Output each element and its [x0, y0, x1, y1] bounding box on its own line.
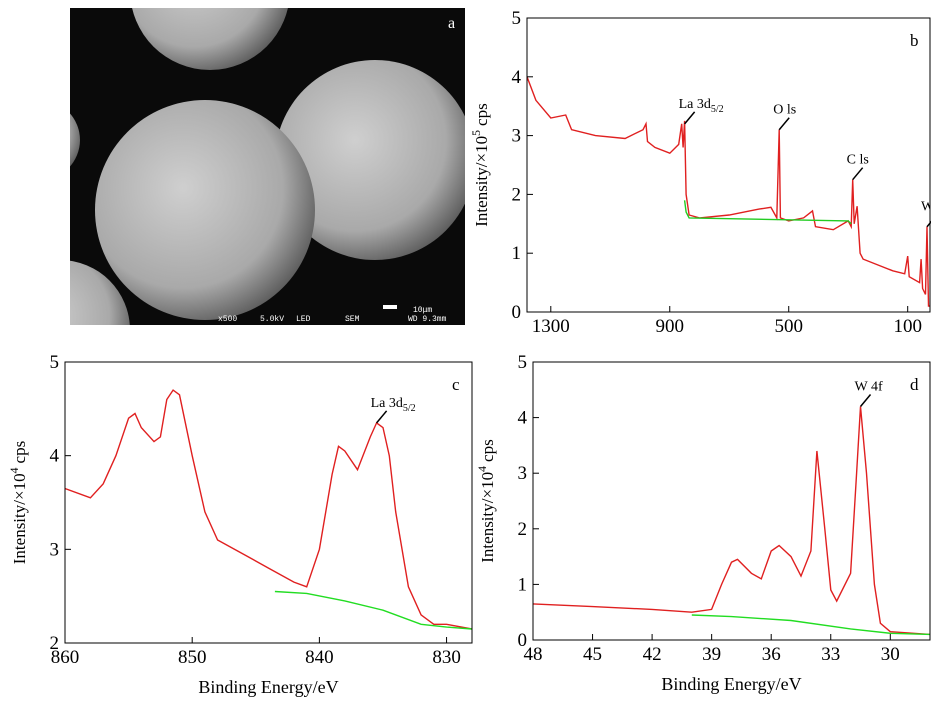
annotation-leader — [853, 168, 863, 180]
spectrum-line — [65, 390, 472, 629]
x-tick-label: 30 — [881, 644, 900, 665]
x-axis-label: Binding Energy/eV — [661, 674, 801, 694]
annotation: O ls — [773, 103, 796, 118]
annotation-text: W 4 — [921, 200, 931, 215]
particle — [0, 100, 80, 180]
x-axis-label: Binding Energy/eV — [198, 677, 338, 697]
x-tick-label: 100 — [893, 316, 922, 337]
spectrum-line — [533, 407, 930, 635]
spectrum-line — [685, 200, 852, 224]
annotation-leader — [377, 411, 387, 423]
annotation: La 3d5/2 — [679, 97, 724, 115]
x-tick-label: 500 — [774, 316, 803, 337]
panel-label: d — [910, 375, 919, 394]
y-tick-label: 1 — [512, 243, 522, 264]
y-label-text: Intensity/×10 — [10, 473, 29, 564]
x-tick-label: 33 — [821, 644, 840, 665]
annotation-text: La 3d — [679, 97, 711, 112]
y-tick-label: 4 — [50, 446, 60, 467]
sem-info: SEM — [345, 315, 360, 324]
x-tick-label: 36 — [762, 644, 781, 665]
annotation-text: La 3d — [371, 396, 403, 411]
y-label-unit: cps — [472, 103, 491, 126]
annotation: W 4f — [855, 379, 883, 394]
x-tick-label: 45 — [583, 644, 602, 665]
y-tick-label: 3 — [50, 539, 60, 560]
y-label-unit: cps — [10, 441, 29, 464]
figure: a x500 5.0kV LED SEM WD 9.3mm 10μm 0 1 2 3 4… — [0, 0, 931, 702]
x-tick-label: 830 — [432, 647, 461, 668]
y-label-sup: 5 — [469, 130, 483, 136]
x-tick-label: 850 — [178, 647, 207, 668]
y-tick-label: 1 — [518, 574, 528, 595]
annotation-sub: 5/2 — [403, 403, 416, 414]
sem-info: 5.0kV — [260, 315, 284, 324]
sem-image: a x500 5.0kV LED SEM WD 9.3mm 10μm — [0, 0, 475, 400]
annotation-text: O ls — [773, 103, 796, 118]
y-label-sup: 4 — [475, 466, 489, 472]
y-tick-label: 5 — [518, 352, 528, 373]
y-tick-label: 5 — [512, 8, 522, 29]
annotation: C ls — [847, 153, 869, 168]
x-tick-label: 39 — [702, 644, 721, 665]
x-tick-label: 900 — [656, 316, 685, 337]
x-tick-label: 48 — [524, 644, 543, 665]
plot-frame — [533, 362, 930, 640]
y-tick-label: 3 — [518, 463, 528, 484]
y-tick-label: 3 — [512, 126, 522, 147]
annotation-text: W 4f — [855, 379, 883, 394]
scale-label: 10μm — [413, 306, 432, 315]
y-tick-label: 4 — [518, 408, 528, 429]
y-label-text: Intensity/×10 — [472, 136, 491, 227]
plot-frame — [527, 18, 930, 312]
particle — [95, 100, 315, 320]
scale-bar — [383, 305, 397, 309]
spectrum-line — [275, 592, 472, 630]
y-tick-label: 5 — [50, 352, 60, 373]
panel-label: b — [910, 31, 919, 50]
y-axis-label: Intensity/×105 cps — [469, 103, 491, 226]
annotation-leader — [779, 118, 789, 130]
y-label-text: Intensity/×10 — [478, 472, 497, 563]
annotation-sub: 5/2 — [711, 104, 724, 115]
y-tick-label: 2 — [518, 519, 528, 540]
y-tick-label: 4 — [512, 67, 522, 88]
x-tick-label: 860 — [51, 647, 80, 668]
y-tick-label: 0 — [512, 302, 522, 323]
y-axis-label: Intensity/×104 cps — [475, 439, 497, 562]
y-label-sup: 4 — [7, 467, 21, 473]
y-axis-label: Intensity/×104 cps — [7, 441, 29, 564]
sem-info: WD 9.3mm — [408, 315, 447, 324]
x-tick-label: 840 — [305, 647, 334, 668]
x-tick-label: 1300 — [532, 316, 570, 337]
y-tick-label: 2 — [512, 184, 522, 205]
annotation-leader — [861, 394, 871, 406]
sem-info: LED — [296, 315, 311, 324]
annotation: La 3d5/2 — [371, 396, 416, 414]
sem-info: x500 — [218, 315, 237, 324]
x-tick-label: 42 — [643, 644, 662, 665]
spectrum-line — [527, 77, 930, 306]
panel-label: a — [448, 15, 455, 32]
annotation-leader — [685, 112, 695, 124]
panel-label: c — [452, 375, 460, 394]
annotation: W 4 — [921, 200, 931, 215]
annotation-text: C ls — [847, 153, 869, 168]
y-label-unit: cps — [478, 439, 497, 462]
